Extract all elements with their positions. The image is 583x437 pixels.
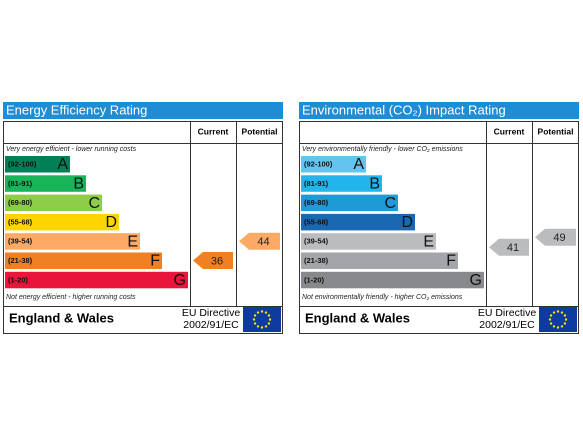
band-bar [5, 252, 162, 269]
eu-star [556, 326, 560, 329]
eu-star [560, 311, 564, 314]
band-letter: F [446, 253, 456, 270]
footer-directive: EU Directive [182, 307, 241, 319]
footer-directive: EU Directive [478, 307, 537, 319]
band-range: (55-68) [8, 217, 33, 226]
band-range: (69-80) [8, 198, 33, 207]
band-bar [5, 156, 70, 173]
band-bar [301, 252, 458, 269]
eu-star [267, 322, 271, 325]
rating-value: 36 [211, 255, 223, 267]
band-letter: D [105, 214, 117, 231]
eu-star [552, 325, 556, 328]
band-range: (39-54) [8, 237, 33, 246]
band-letter: C [384, 195, 396, 212]
eu-star [563, 322, 567, 325]
footer-code: 2002/91/EC [479, 319, 535, 331]
band-range: (55-68) [304, 217, 329, 226]
band-letter: A [353, 156, 364, 173]
eu-star [549, 322, 553, 325]
table-border [299, 121, 579, 334]
eu-star [556, 310, 560, 313]
rating-value: 44 [257, 236, 269, 248]
column-header: Current [494, 126, 525, 136]
eu-star [267, 314, 271, 317]
band-letter: D [401, 214, 413, 231]
eu-star [264, 325, 268, 328]
rating-value: 41 [507, 242, 519, 254]
eu-star [253, 314, 257, 317]
band-letter: B [73, 176, 84, 193]
eu-star [552, 311, 556, 314]
eu-star [256, 325, 260, 328]
band-bar [5, 175, 86, 192]
eu-star [549, 314, 553, 317]
top-note: Very energy efficient - lower running co… [6, 146, 137, 153]
footer-region: England & Wales [9, 310, 114, 325]
rating-arrow [535, 228, 576, 246]
column-header: Potential [242, 126, 278, 136]
band-letter: E [423, 233, 434, 250]
column-header: Potential [538, 126, 574, 136]
band-range: (1-20) [304, 275, 325, 284]
band-bar [5, 194, 102, 212]
band-bar [301, 271, 484, 289]
band-bar [301, 213, 415, 231]
band-letter: A [57, 156, 68, 173]
band-letter: G [174, 272, 186, 289]
band-letter: C [88, 195, 100, 212]
band-bar [5, 213, 119, 231]
rating-arrow [239, 232, 280, 250]
band-range: (39-54) [304, 237, 329, 246]
band-letter: G [470, 272, 482, 289]
eu-star [256, 311, 260, 314]
band-bar [301, 175, 382, 192]
eu-star [252, 318, 256, 321]
band-bar [5, 271, 188, 289]
band-range: (92-100) [304, 159, 333, 168]
band-bar [5, 233, 140, 250]
eu-star [560, 325, 564, 328]
title-bar [299, 102, 579, 119]
band-range: (21-38) [8, 256, 33, 265]
footer-region: England & Wales [305, 310, 410, 325]
top-note: Very environmentally friendly - lower CO… [302, 146, 463, 153]
eu-star [564, 318, 568, 321]
band-range: (92-100) [8, 159, 37, 168]
panel-title: Energy Efficiency Rating [6, 102, 147, 117]
band-range: (81-91) [304, 179, 329, 188]
eu-star [253, 322, 257, 325]
eu-star [268, 318, 272, 321]
column-header: Current [198, 126, 229, 136]
band-letter: E [127, 233, 138, 250]
band-range: (81-91) [8, 179, 33, 188]
footer-code: 2002/91/EC [183, 319, 239, 331]
table-border [3, 121, 283, 334]
eu-star [264, 311, 268, 314]
eu-star [548, 318, 552, 321]
rating-value: 49 [553, 232, 565, 244]
title-bar [3, 102, 283, 119]
bottom-note: Not energy efficient - higher running co… [6, 294, 136, 301]
band-bar [301, 233, 436, 250]
eu-star [260, 310, 264, 313]
band-range: (1-20) [8, 275, 29, 284]
band-range: (69-80) [304, 198, 329, 207]
bottom-note: Not environmentally friendly - higher CO… [302, 294, 463, 301]
band-bar [301, 156, 366, 173]
rating-arrow [489, 238, 529, 256]
panel-title: Environmental (CO₂) Impact Rating [302, 102, 506, 117]
band-range: (21-38) [304, 256, 329, 265]
eu-star [260, 326, 264, 329]
eu-star [563, 314, 567, 317]
band-letter: F [150, 253, 160, 270]
rating-arrow [193, 252, 233, 269]
band-bar [301, 194, 398, 212]
band-letter: B [369, 176, 380, 193]
